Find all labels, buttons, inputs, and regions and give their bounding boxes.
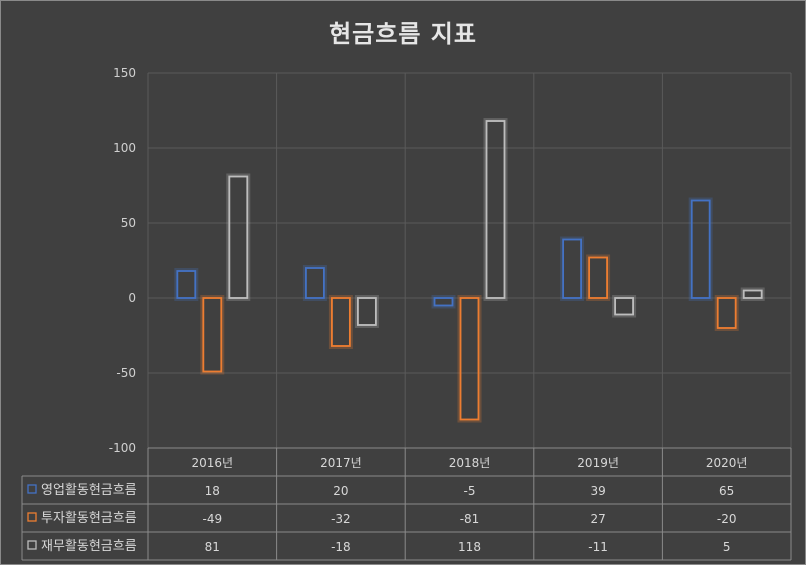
bar-glow xyxy=(483,118,508,301)
bar-glow xyxy=(226,173,251,301)
bar-glow xyxy=(714,295,739,331)
legend-key xyxy=(27,512,37,522)
bar xyxy=(433,297,454,307)
data-label: 18 xyxy=(205,484,220,498)
data-label: 27 xyxy=(590,512,605,526)
bar-glow xyxy=(328,295,353,349)
y-tick-label: 50 xyxy=(121,216,136,230)
category-label: 2018년 xyxy=(449,456,491,470)
bar xyxy=(176,270,197,299)
series-label: 투자활동현금흐름 xyxy=(41,511,137,526)
legend-key xyxy=(27,484,37,494)
bar xyxy=(716,297,737,329)
category-label: 2016년 xyxy=(192,456,234,470)
bars xyxy=(174,118,765,423)
bar-glow xyxy=(200,295,225,375)
bar xyxy=(330,297,351,347)
bar-glow xyxy=(586,254,611,301)
data-label: 20 xyxy=(333,484,348,498)
bar xyxy=(356,297,377,326)
y-tick-label: -100 xyxy=(109,441,136,455)
chart-title: 현금흐름 지표 xyxy=(329,20,477,48)
data-label: -20 xyxy=(717,512,737,526)
category-label: 2017년 xyxy=(320,456,362,470)
data-label: -18 xyxy=(331,540,351,554)
data-label: 81 xyxy=(205,540,220,554)
bar xyxy=(228,175,249,299)
bar-glow xyxy=(688,197,713,301)
bar xyxy=(588,256,608,299)
data-label: -32 xyxy=(331,512,351,526)
data-label: -5 xyxy=(464,484,476,498)
data-label: -81 xyxy=(460,512,480,526)
series-label: 재무활동현금흐름 xyxy=(41,539,137,554)
y-tick-label: 150 xyxy=(113,66,136,80)
data-label: -49 xyxy=(202,512,222,526)
gridlines xyxy=(147,72,792,449)
bar-glow xyxy=(354,295,379,328)
bar-glow xyxy=(740,287,765,301)
data-label: 118 xyxy=(458,540,481,554)
bar-glow xyxy=(431,295,456,309)
bar-glow xyxy=(612,295,637,318)
category-label: 2019년 xyxy=(577,456,619,470)
data-label: 39 xyxy=(590,484,605,498)
y-axis: 150 100 50 0 -50 -100 xyxy=(109,66,136,455)
legend-key xyxy=(27,540,37,550)
bar xyxy=(304,267,325,299)
bar xyxy=(742,289,763,299)
bar-glow xyxy=(302,265,327,301)
y-tick-label: -50 xyxy=(116,366,136,380)
bar xyxy=(690,199,711,299)
data-label: 65 xyxy=(719,484,734,498)
data-label: -11 xyxy=(588,540,608,554)
bar xyxy=(614,297,634,316)
bar xyxy=(459,297,480,421)
category-label: 2020년 xyxy=(706,456,748,470)
bar xyxy=(202,297,223,373)
y-tick-label: 100 xyxy=(113,141,136,155)
bar xyxy=(485,120,506,299)
data-label: 5 xyxy=(723,540,731,554)
bar-glow xyxy=(174,268,199,301)
series-label: 영업활동현금흐름 xyxy=(41,483,137,498)
y-tick-label: 0 xyxy=(128,291,136,305)
bar xyxy=(562,238,582,299)
bar-glow xyxy=(457,295,482,423)
bar-glow xyxy=(560,236,585,301)
